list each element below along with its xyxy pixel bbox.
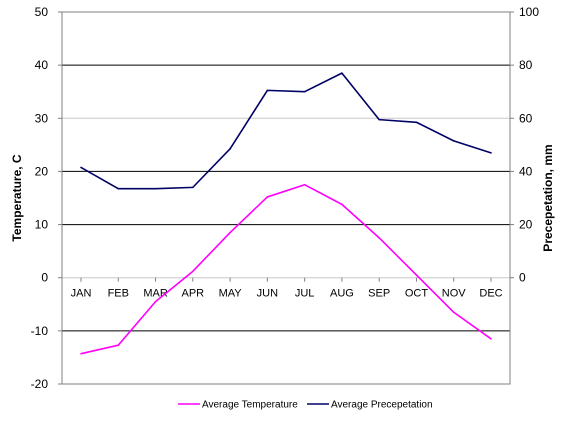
precipitation-point xyxy=(303,90,306,93)
precipitation-point xyxy=(341,72,343,74)
y-tick-label: 20 xyxy=(35,164,49,178)
precipitation-point xyxy=(80,166,82,169)
y2-tick-label: 80 xyxy=(519,58,533,72)
x-tick-label: APR xyxy=(182,288,205,300)
legend: Average Temperature Average Precepetation xyxy=(178,400,433,411)
legend-label: Average Temperature xyxy=(202,400,298,411)
temperature-line xyxy=(80,183,492,355)
y-axis-title-left: Temperature, C xyxy=(10,154,24,241)
x-axis: JAN FEB MAR APR MAY JUN JUL AUG SEP OCT NOV DEC xyxy=(71,277,503,300)
x-tick-label: NOV xyxy=(442,288,467,300)
x-tick-label: DEC xyxy=(479,288,502,300)
y-tick-label: 10 xyxy=(35,218,49,232)
y-axis-left: -20 -10 0 10 20 30 40 50 xyxy=(31,5,62,391)
plot-area-frame xyxy=(61,11,511,385)
x-tick-label: SEP xyxy=(368,288,390,300)
y-axis-right: 0 20 40 60 80 100 xyxy=(510,5,539,285)
temperature-point xyxy=(154,300,157,303)
x-tick-label: JAN xyxy=(71,288,92,300)
precipitation-point xyxy=(415,121,418,124)
precipitation-point xyxy=(117,187,120,190)
series-lines xyxy=(80,72,492,355)
y-axis-title-right: Precepetation, mm xyxy=(541,144,555,251)
legend-label: Average Precepetation xyxy=(331,400,433,411)
temperature-point xyxy=(490,338,492,340)
y2-tick-label: 60 xyxy=(519,111,533,125)
y2-tick-label: 40 xyxy=(519,164,533,178)
precipitation-point xyxy=(452,140,455,142)
precipitation-line xyxy=(80,72,492,190)
temperature-point xyxy=(341,203,343,206)
temperature-point xyxy=(452,311,455,314)
y-tick-label: 50 xyxy=(35,5,49,19)
x-tick-label: JUL xyxy=(295,288,315,300)
precipitation-point xyxy=(266,89,269,92)
precipitation-point xyxy=(229,148,231,150)
y-tick-label: 0 xyxy=(41,271,48,285)
precipitation-point xyxy=(378,118,380,121)
y-tick-label: -10 xyxy=(31,324,49,338)
x-tick-label: MAY xyxy=(219,288,243,300)
temperature-point xyxy=(303,183,306,186)
temperature-point xyxy=(415,274,418,276)
y-tick-label: -20 xyxy=(31,377,49,391)
temperature-point xyxy=(378,237,380,239)
precipitation-point xyxy=(490,152,492,154)
precipitation-point xyxy=(192,186,194,189)
y2-tick-label: 100 xyxy=(519,5,539,19)
y2-tick-label: 20 xyxy=(519,218,533,232)
temperature-point xyxy=(266,196,269,198)
temperature-point xyxy=(192,270,194,273)
x-tick-label: JUN xyxy=(257,288,278,300)
x-tick-label: AUG xyxy=(330,288,354,300)
y2-tick-label: 0 xyxy=(519,271,526,285)
temperature-point xyxy=(117,344,120,347)
x-tick-label: OCT xyxy=(405,288,429,300)
temperature-point xyxy=(80,352,82,355)
gridlines xyxy=(62,11,510,385)
x-tick-label: FEB xyxy=(108,288,129,300)
y-tick-label: 30 xyxy=(35,111,49,125)
temperature-point xyxy=(229,231,231,234)
y-tick-label: 40 xyxy=(35,58,49,72)
precipitation-point xyxy=(154,187,157,190)
